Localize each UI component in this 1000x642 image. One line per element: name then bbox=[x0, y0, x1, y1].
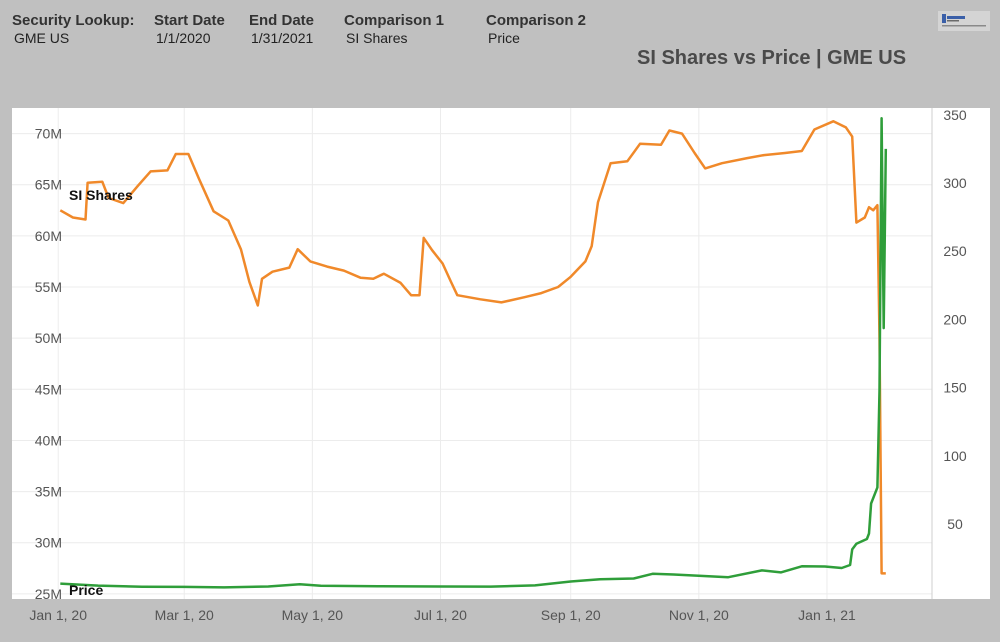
header-field-start-date: Start Date 1/1/2020 bbox=[154, 12, 225, 46]
y-left-tick-label: 50M bbox=[35, 330, 62, 346]
x-tick-label: Jan 1, 20 bbox=[29, 607, 87, 623]
x-tick-label: Jan 1, 21 bbox=[798, 607, 856, 623]
series-line-si-shares bbox=[59, 120, 886, 575]
y-right-tick-label: 100 bbox=[943, 448, 967, 464]
y-left-tick-label: 70M bbox=[35, 126, 62, 142]
series-label-price: Price bbox=[69, 582, 103, 598]
y-right-tick-label: 200 bbox=[943, 311, 967, 327]
header-label-security: Security Lookup: bbox=[12, 12, 135, 29]
y-right-tick-label: 250 bbox=[943, 243, 967, 259]
header-field-end-date: End Date 1/31/2021 bbox=[249, 12, 314, 46]
header-label-comparison-1: Comparison 1 bbox=[344, 12, 445, 29]
x-tick-label: Nov 1, 20 bbox=[669, 607, 729, 623]
y-right-tick-label: 50 bbox=[947, 516, 963, 532]
y-right-tick-label: 300 bbox=[943, 175, 967, 191]
header-value-start-date: 1/1/2020 bbox=[156, 30, 211, 46]
header-value-end-date: 1/31/2021 bbox=[251, 30, 314, 46]
x-tick-label: May 1, 20 bbox=[282, 607, 344, 623]
x-tick-label: Mar 1, 20 bbox=[155, 607, 214, 623]
header-field-comparison-2: Comparison 2 Price bbox=[486, 12, 586, 46]
y-left-tick-label: 30M bbox=[35, 535, 62, 551]
header-label-end-date: End Date bbox=[249, 12, 315, 29]
header-field-security: Security Lookup: GME US bbox=[12, 12, 135, 46]
series-line-price bbox=[60, 116, 888, 589]
y-left-tick-label: 40M bbox=[35, 432, 62, 448]
series-label-si-shares: SI Shares bbox=[69, 187, 133, 203]
header-label-comparison-2: Comparison 2 bbox=[486, 12, 587, 29]
y-left-tick-label: 35M bbox=[35, 484, 62, 500]
header-value-comparison-2: Price bbox=[488, 30, 520, 46]
y-left-tick-label: 55M bbox=[35, 279, 62, 295]
y-left-tick-label: 45M bbox=[35, 381, 62, 397]
x-tick-label: Jul 1, 20 bbox=[414, 607, 467, 623]
y-right-tick-label: 150 bbox=[943, 380, 967, 396]
y-left-tick-label: 65M bbox=[35, 177, 62, 193]
y-left-tick-label: 60M bbox=[35, 228, 62, 244]
x-tick-label: Sep 1, 20 bbox=[541, 607, 601, 623]
y-left-tick-label: 25M bbox=[35, 586, 62, 602]
header-value-comparison-1: SI Shares bbox=[346, 30, 408, 46]
header-value-security: GME US bbox=[14, 30, 70, 46]
chart-title: SI Shares vs Price | GME US bbox=[637, 47, 907, 69]
header-label-start-date: Start Date bbox=[154, 12, 225, 29]
header-field-comparison-1: Comparison 1 SI Shares bbox=[344, 12, 444, 46]
y-right-tick-label: 350 bbox=[943, 107, 967, 123]
company-logo-icon bbox=[938, 11, 990, 31]
